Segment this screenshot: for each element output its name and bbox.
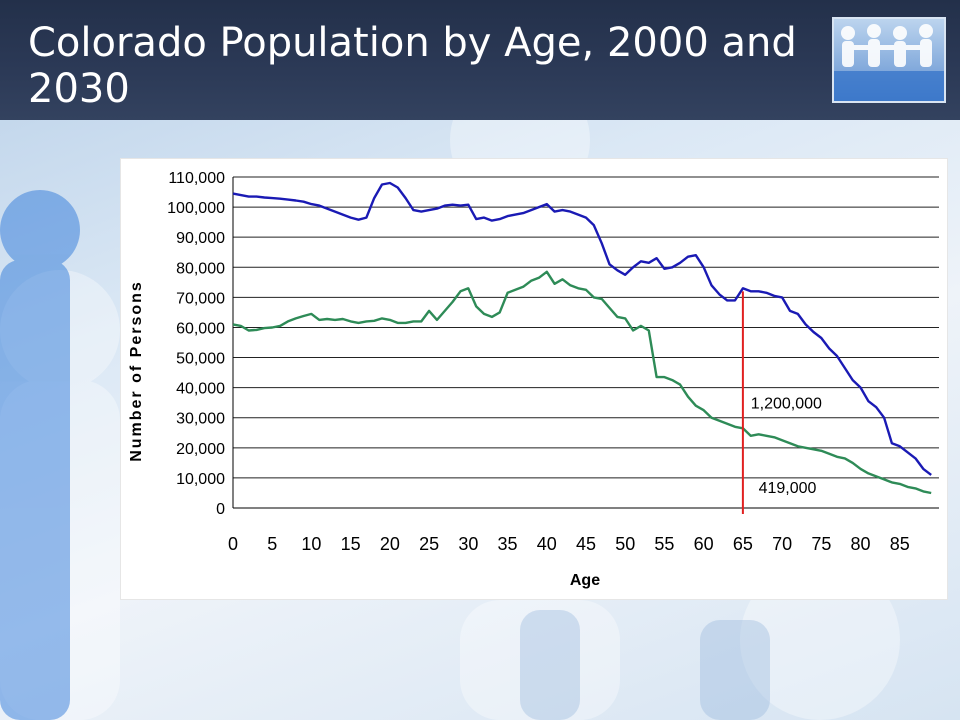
series-line-lower <box>232 270 932 495</box>
x-tick-label: 45 <box>576 534 596 554</box>
x-tick-label: 25 <box>419 534 439 554</box>
y-tick-label: 60,000 <box>176 320 225 337</box>
y-tick-label: 110,000 <box>168 170 225 187</box>
x-tick-label: 5 <box>267 534 277 554</box>
x-tick-label: 80 <box>851 534 871 554</box>
y-tick-label: 40,000 <box>176 381 225 398</box>
slide-title: Colorado Population by Age, 2000 and 203… <box>28 20 797 112</box>
y-tick-label: 0 <box>216 501 225 518</box>
x-tick-label: 35 <box>498 534 518 554</box>
y-tick-label: 30,000 <box>176 411 225 428</box>
x-tick-label: 75 <box>811 534 831 554</box>
annotation-label: 419,000 <box>759 480 817 497</box>
y-tick-label: 20,000 <box>176 441 225 458</box>
x-tick-label: 65 <box>733 534 753 554</box>
annotation-label: 1,200,000 <box>751 396 822 413</box>
x-tick-label: 0 <box>228 534 238 554</box>
x-tick-label: 55 <box>654 534 674 554</box>
people-chain-logo-icon <box>832 17 946 103</box>
title-bar: Colorado Population by Age, 2000 and 203… <box>0 0 960 120</box>
y-tick-label: 50,000 <box>176 351 225 368</box>
x-tick-label: 15 <box>341 534 361 554</box>
x-tick-label: 70 <box>772 534 792 554</box>
y-tick-label: 70,000 <box>176 290 225 307</box>
x-tick-label: 20 <box>380 534 400 554</box>
y-axis-label: Number of Persons <box>128 280 145 462</box>
y-tick-label: 100,000 <box>167 200 225 217</box>
x-tick-label: 60 <box>694 534 714 554</box>
y-tick-label: 10,000 <box>176 471 225 488</box>
x-tick-label: 50 <box>615 534 635 554</box>
x-tick-label: 40 <box>537 534 557 554</box>
y-tick-label: 90,000 <box>176 230 225 247</box>
chart-panel: 0 10,000 20,000 30,000 40,000 50,000 60,000 70,… <box>120 158 948 600</box>
x-tick-label: 85 <box>890 534 910 554</box>
y-tick-label: 80,000 <box>176 260 225 277</box>
x-tick-label: 30 <box>458 534 478 554</box>
x-tick-label: 10 <box>301 534 321 554</box>
series-line-upper <box>232 181 932 476</box>
population-line-chart: 0 10,000 20,000 30,000 40,000 50,000 60,000 70,… <box>128 170 939 589</box>
x-axis-label: Age <box>570 572 600 589</box>
